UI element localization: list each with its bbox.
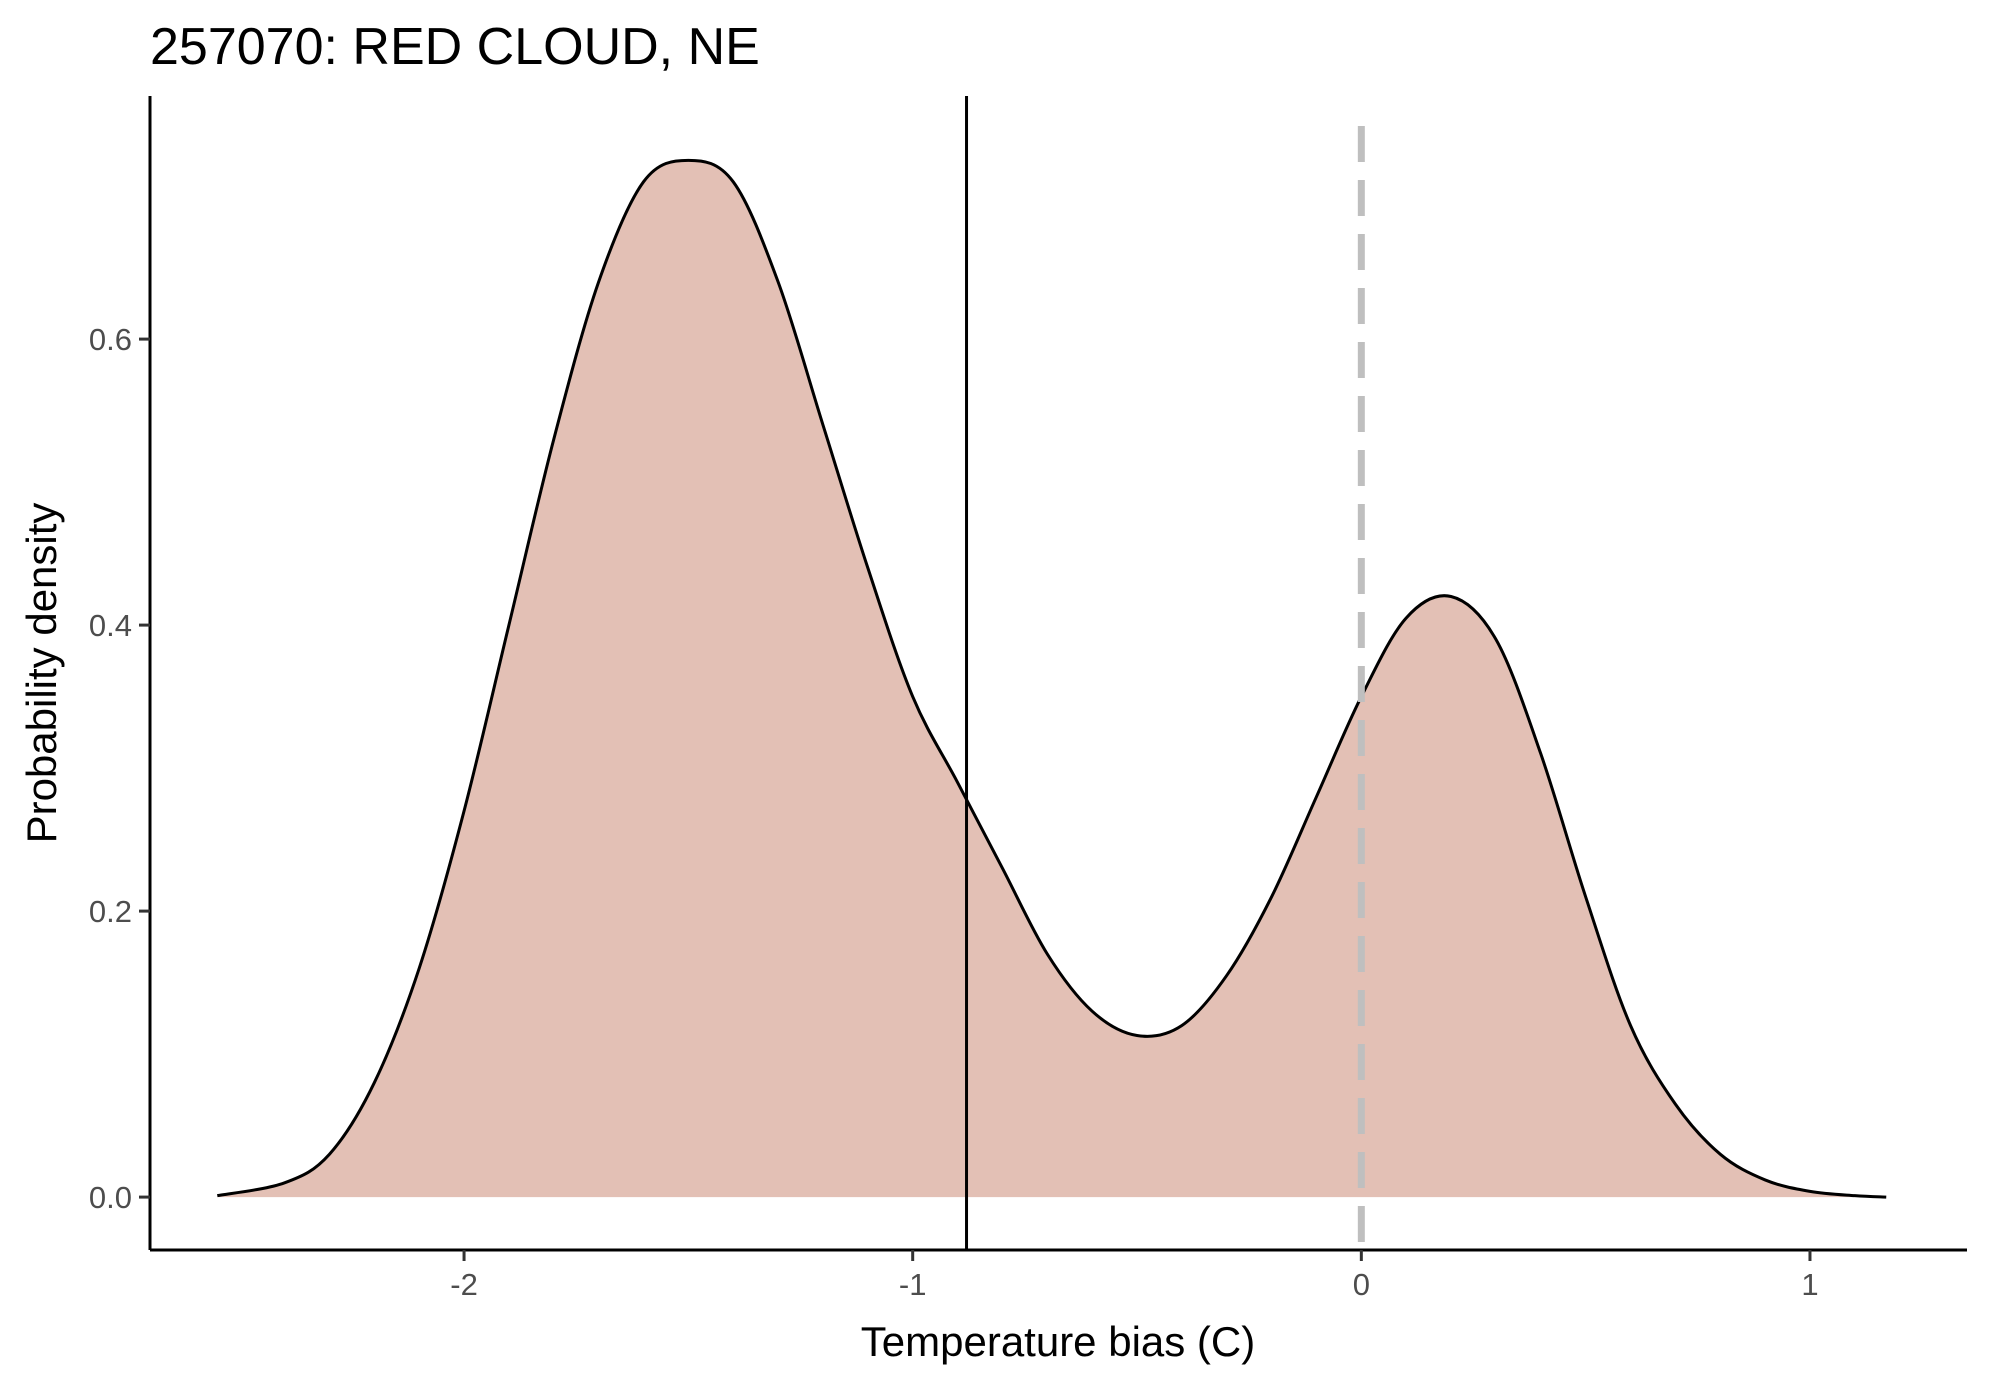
x-tick-label: -2 — [450, 1267, 478, 1302]
reference-lines — [965, 96, 1365, 1250]
density-area-0 — [217, 160, 1887, 1198]
y-tick-label: 0.4 — [89, 608, 132, 643]
y-tick-label: 0.0 — [89, 1180, 132, 1215]
density-curve-0 — [217, 158, 1887, 1199]
y-axis-ticks: 0.0 0.2 0.4 0.6 — [89, 322, 150, 1215]
y-tick-label: 0.6 — [89, 322, 132, 357]
y-tick-label: 0.2 — [89, 894, 132, 929]
x-axis-label: Temperature bias (C) — [861, 1318, 1255, 1365]
plot-area — [217, 158, 1887, 1199]
x-axis-ticks: -2 -1 0 1 — [450, 1250, 1819, 1302]
x-tick-label: 0 — [1353, 1267, 1370, 1302]
x-tick-label: 1 — [1801, 1267, 1818, 1302]
y-axis-label: Probability density — [18, 503, 65, 844]
chart-title: 257070: RED CLOUD, NE — [150, 18, 760, 76]
x-tick-label: -1 — [899, 1267, 927, 1302]
